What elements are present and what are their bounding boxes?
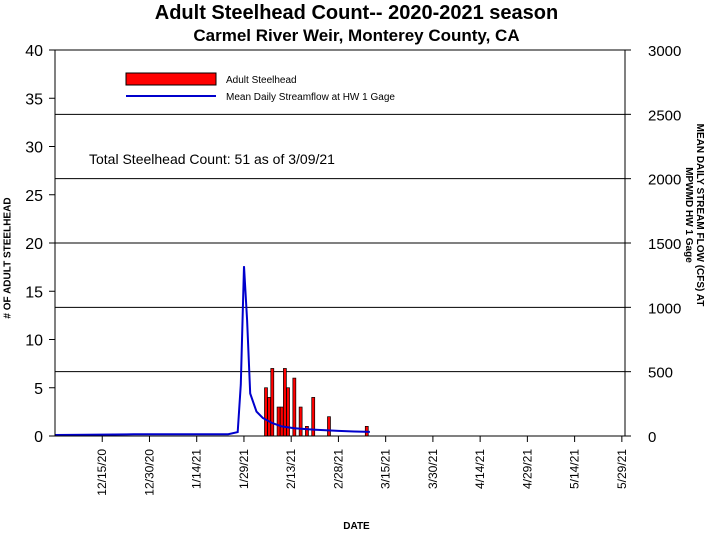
left-axis-label: # OF ADULT STEELHEAD [2, 197, 14, 319]
right-tick-label: 2000 [648, 172, 681, 189]
right-tick-label: 3000 [648, 43, 681, 60]
left-tick-label: 30 [25, 140, 43, 157]
steelhead-bar [279, 406, 284, 437]
right-tick-label: 1000 [648, 300, 681, 317]
x-tick-label: 5/29/21 [615, 449, 629, 489]
x-tick-label: 1/29/21 [237, 449, 251, 489]
legend-line-label: Mean Daily Streamflow at HW 1 Gage [226, 92, 395, 103]
right-tick-label: 2500 [648, 107, 681, 124]
bar-series-adult-steelhead [264, 368, 369, 437]
x-tick-label: 4/14/21 [473, 449, 487, 489]
steelhead-bar [267, 397, 271, 437]
left-tick-label: 5 [34, 381, 43, 398]
x-tick-label: 3/15/21 [379, 449, 393, 489]
right-axis-label-line2: MPWMD HW 1 Gage [683, 167, 694, 263]
steelhead-bar [298, 406, 303, 437]
x-tick-label: 4/29/21 [520, 449, 534, 489]
right-axis-label: MEAN DAILY STREAM FLOW (CFS) AT MPWMD HW… [683, 124, 705, 307]
left-tick-label: 20 [25, 236, 43, 253]
legend-bar-label: Adult Steelhead [226, 75, 297, 86]
legend-bar-swatch [125, 72, 217, 86]
x-tick-label: 2/13/21 [284, 449, 298, 489]
left-tick-label: 25 [25, 188, 43, 205]
left-tick-label: 35 [25, 91, 43, 108]
x-axis-label: DATE [343, 521, 370, 532]
x-tick-label: 3/30/21 [426, 449, 440, 489]
right-axis-label-line1: MEAN DAILY STREAM FLOW (CFS) AT [694, 123, 705, 307]
left-tick-label: 15 [25, 284, 43, 301]
x-tick-label: 1/14/21 [190, 449, 204, 489]
steelhead-bar [264, 387, 268, 437]
chart-subtitle: Carmel River Weir, Monterey County, CA [193, 26, 520, 45]
x-tick-label: 12/15/20 [95, 449, 109, 496]
left-tick-label: 0 [34, 429, 43, 446]
x-tick-label: 5/14/21 [568, 449, 582, 489]
right-tick-label: 500 [648, 365, 673, 382]
gridlines [55, 113, 625, 373]
steelhead-bar [270, 368, 275, 437]
total-count-annotation: Total Steelhead Count: 51 as of 3/09/21 [89, 151, 335, 167]
axis-ticks: 0 5 10 15 20 25 30 35 40 0 500 1000 1500 2000 2500 3000… [25, 43, 681, 496]
right-tick-label: 0 [648, 429, 656, 446]
steelhead-bar [276, 406, 281, 437]
right-tick-label: 1500 [648, 236, 681, 253]
left-tick-label: 10 [25, 333, 43, 350]
left-tick-label: 40 [25, 43, 43, 60]
x-tick-label: 2/28/21 [331, 449, 345, 489]
streamflow-line [54, 266, 370, 436]
steelhead-bar [305, 426, 309, 437]
x-tick-label: 12/30/20 [142, 449, 156, 496]
steelhead-bar [286, 387, 290, 437]
line-series-streamflow [54, 266, 370, 436]
steelhead-bar [327, 416, 331, 437]
chart-title: Adult Steelhead Count-- 2020-2021 season [154, 2, 559, 24]
